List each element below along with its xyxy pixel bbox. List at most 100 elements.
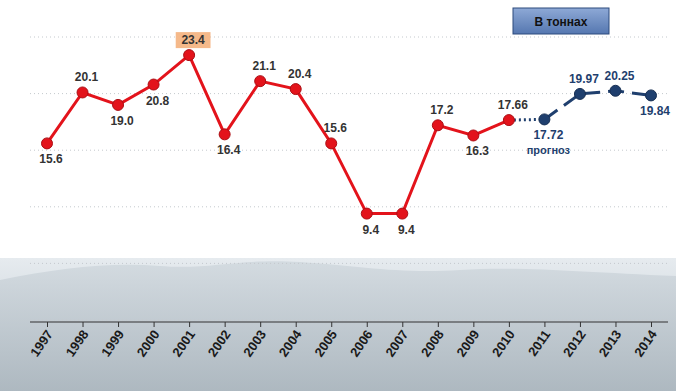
- background-hills: [0, 261, 676, 391]
- data-label: 20.25: [604, 69, 634, 83]
- grid-line: [30, 320, 668, 321]
- x-tick: 2004: [276, 322, 305, 359]
- series-name: прогноз: [527, 144, 571, 156]
- grid-line: [30, 263, 668, 264]
- tick-mark: [189, 322, 190, 327]
- marker: [255, 76, 266, 87]
- marker: [503, 115, 514, 126]
- marker: [290, 84, 301, 95]
- data-label: 15.6: [324, 121, 348, 135]
- unit-box-frame: [513, 8, 609, 34]
- unit-box: В тоннах: [513, 8, 609, 34]
- marker: [610, 85, 621, 96]
- x-tick: 2008: [418, 322, 447, 359]
- x-tick: 1998: [63, 322, 92, 359]
- marker: [326, 138, 337, 149]
- x-tick: 1999: [98, 322, 127, 359]
- tick-label: 2001: [169, 327, 198, 359]
- tick-mark: [580, 322, 581, 327]
- tick-mark: [615, 322, 616, 327]
- tick-label: 1999: [98, 327, 127, 359]
- grid-line: [30, 150, 668, 151]
- data-label: 9.4: [362, 223, 379, 237]
- tick-mark: [118, 322, 119, 327]
- marker: [468, 130, 479, 141]
- data-label: 19.97: [569, 72, 599, 86]
- tick-label: 2003: [240, 327, 269, 359]
- tick-label: 2002: [205, 327, 234, 359]
- marker: [113, 99, 124, 110]
- marker: [42, 138, 53, 149]
- tick-label: 2007: [382, 327, 411, 359]
- data-label: 23.4: [181, 33, 205, 47]
- tick-mark: [47, 322, 48, 327]
- data-label: 19.0: [110, 114, 134, 128]
- unit-label: В тоннах: [535, 15, 588, 29]
- tick-label: 2000: [134, 327, 163, 359]
- marker: [539, 114, 550, 125]
- axis-line: [30, 321, 668, 322]
- x-tick: 2002: [205, 322, 234, 359]
- tick-mark: [509, 322, 510, 327]
- tick-label: 2010: [489, 327, 518, 359]
- tick-mark: [438, 322, 439, 327]
- tick-mark: [331, 322, 332, 327]
- x-tick: 2010: [489, 322, 518, 359]
- x-tick: 2006: [347, 322, 376, 359]
- tick-label: 2014: [631, 326, 660, 359]
- marker: [219, 129, 230, 140]
- data-label: 16.4: [217, 143, 241, 157]
- data-label: 17.2: [430, 103, 454, 117]
- tick-label: 2012: [560, 327, 589, 359]
- line: [47, 55, 509, 213]
- tick-label: 2005: [311, 327, 340, 359]
- grid-line: [30, 206, 668, 207]
- tick-mark: [225, 322, 226, 327]
- marker: [646, 90, 657, 101]
- tick-label: 2011: [525, 327, 553, 359]
- chart: 1997199819992000200120022003200420052006…: [0, 0, 676, 391]
- x-tick: 2013: [596, 322, 625, 359]
- marker: [432, 120, 443, 131]
- marker: [574, 88, 585, 99]
- grid-line: [30, 93, 668, 94]
- grid: [30, 37, 668, 320]
- x-tick: 2007: [382, 322, 411, 359]
- data-label: 20.8: [146, 94, 170, 108]
- marker: [148, 79, 159, 90]
- tick-mark: [296, 322, 297, 327]
- data-label: 21.1: [252, 59, 276, 73]
- x-tick: 2009: [453, 322, 482, 359]
- line: [544, 91, 651, 120]
- tick-label: 2004: [276, 326, 305, 359]
- background: [0, 258, 676, 391]
- x-axis: 1997199819992000200120022003200420052006…: [27, 322, 668, 359]
- tick-mark: [473, 322, 474, 327]
- tick-label: 2006: [347, 327, 376, 359]
- tick-mark: [83, 322, 84, 327]
- data-label: 9.4: [398, 223, 415, 237]
- x-tick: 1997: [27, 322, 56, 359]
- tick-mark: [402, 322, 403, 327]
- marker: [184, 50, 195, 61]
- x-tick: 2000: [134, 322, 163, 359]
- data-label: 15.6: [39, 152, 63, 166]
- x-tick: 2012: [560, 322, 589, 359]
- data-label: 19.84: [640, 104, 670, 118]
- tick-label: 1998: [63, 327, 92, 359]
- x-tick: 2011: [525, 322, 553, 359]
- data-label: 20.4: [288, 67, 312, 81]
- tick-label: 1997: [27, 327, 56, 359]
- marker: [77, 87, 88, 98]
- tick-mark: [154, 322, 155, 327]
- tick-mark: [367, 322, 368, 327]
- data-label: 17.66: [498, 98, 528, 112]
- data-labels: 15.620.119.020.823.416.421.120.415.69.49…: [39, 32, 670, 236]
- marker: [361, 208, 372, 219]
- x-tick: 2005: [311, 322, 340, 359]
- tick-mark: [651, 322, 652, 327]
- tick-label: 2009: [453, 327, 482, 359]
- tick-label: 2008: [418, 327, 447, 359]
- grid-line: [30, 37, 668, 38]
- tick-label: 2013: [596, 327, 625, 359]
